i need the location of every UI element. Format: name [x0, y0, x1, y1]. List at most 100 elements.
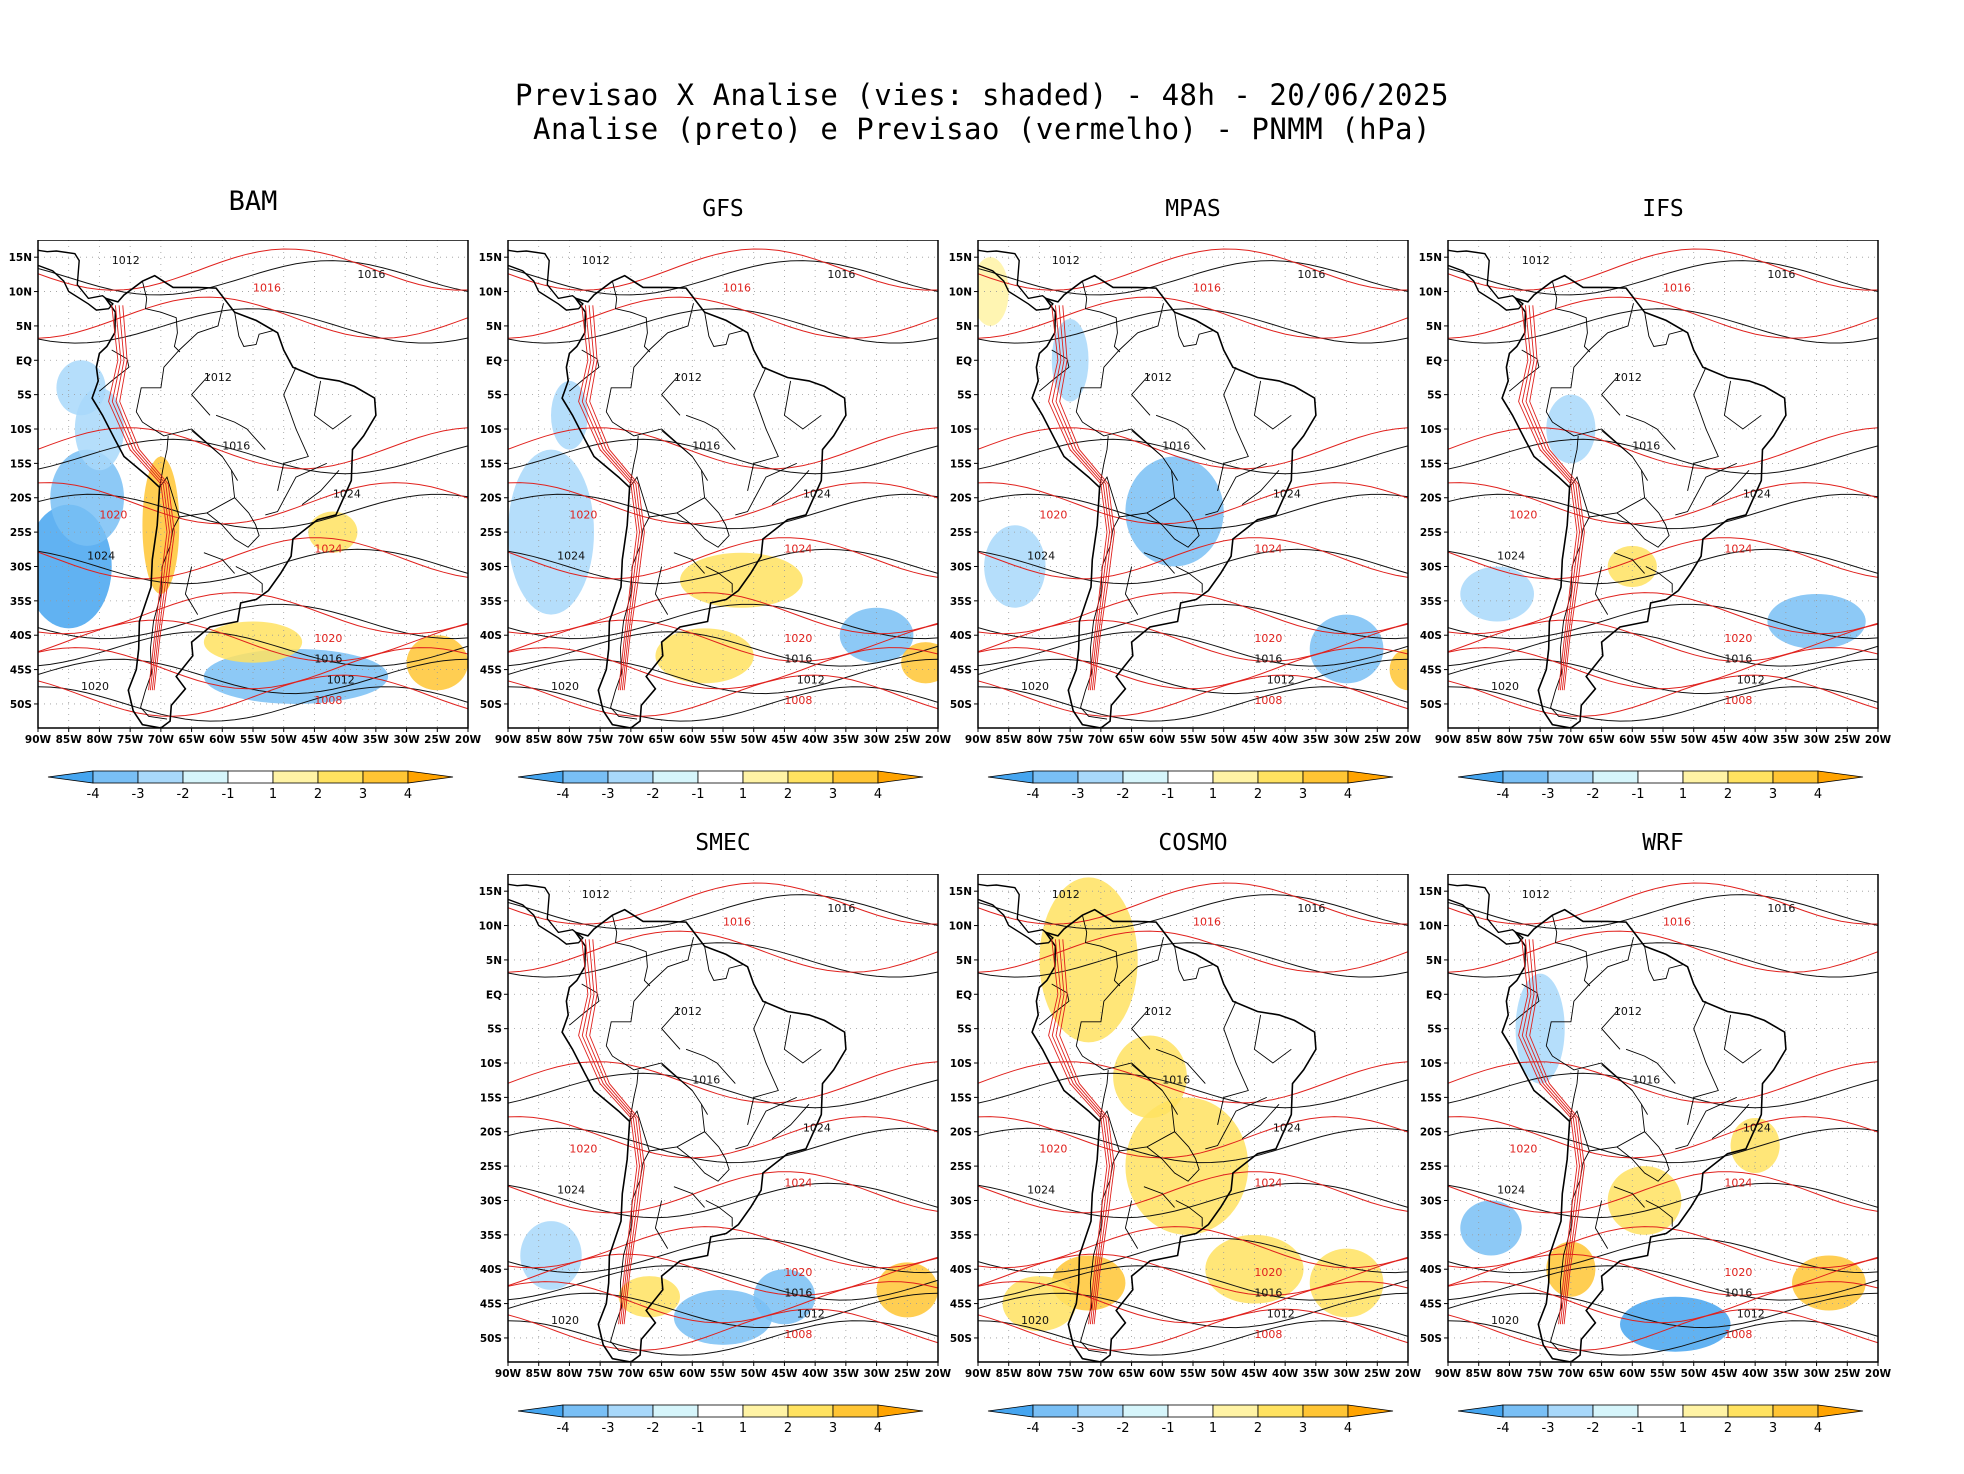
colorbar-segment — [607, 1404, 654, 1418]
lat-label: 20S — [950, 1127, 972, 1139]
isobar-analysis — [1448, 548, 1878, 585]
isobar-forecast — [1448, 674, 1878, 717]
bias-shade — [406, 635, 468, 691]
colorbar: -4 -3 -2 -1 1 2 3 4 — [517, 770, 924, 802]
isobar-analysis — [508, 1320, 938, 1356]
panel-bam: BAM 1012 1016 1016 1016 1020 1024 1024 1020 1016 1… — [8, 186, 488, 816]
country-border — [1723, 380, 1762, 430]
country-border — [1675, 462, 1737, 516]
andes-contour — [1051, 305, 1110, 691]
lat-label: 20S — [1420, 493, 1442, 505]
country-border — [747, 367, 779, 491]
lat-label: 25S — [480, 1161, 502, 1173]
colorbar-label: 2 — [784, 787, 792, 802]
lon-label: 60W — [209, 734, 236, 746]
lat-label: 50S — [10, 699, 32, 711]
lat-label: 10N — [479, 921, 502, 933]
contour-label: 1016 — [784, 1287, 812, 1300]
contour-label: 1012 — [1614, 371, 1642, 384]
contour-label: 1016 — [1254, 653, 1282, 666]
andes-contour — [585, 939, 643, 1325]
colorbar-label: -1 — [692, 787, 705, 802]
lat-label: 40S — [480, 630, 502, 642]
isobar-forecast — [978, 1281, 1408, 1324]
lat-label: 45S — [480, 665, 502, 677]
country-border — [1600, 373, 1621, 416]
colorbar-label: 4 — [1344, 787, 1352, 802]
isobar-analysis — [1448, 1072, 1878, 1109]
andes-contour — [585, 305, 643, 691]
lat-label: 15N — [1419, 252, 1442, 264]
country-border — [661, 1064, 693, 1091]
contour-label: 1024 — [557, 1184, 585, 1197]
isobar-forecast — [978, 1253, 1408, 1296]
lon-label: 70W — [1558, 1368, 1585, 1380]
colorbar-segment — [697, 1404, 744, 1418]
country-border — [1711, 470, 1750, 505]
isobar-analysis — [38, 548, 468, 585]
lon-label: 45W — [1241, 734, 1268, 746]
country-border — [1155, 1048, 1206, 1084]
lat-label: 10N — [479, 287, 502, 299]
lon-label: 20W — [925, 734, 952, 746]
contour-label: 1008 — [1724, 694, 1752, 707]
country-border — [1146, 497, 1200, 548]
lat-label: 45S — [10, 665, 32, 677]
country-border — [654, 566, 669, 615]
lat-label: 50S — [1420, 1333, 1442, 1345]
isobar-forecast — [1448, 296, 1878, 339]
country-border — [1569, 435, 1579, 488]
lat-label: 50S — [1420, 699, 1442, 711]
lon-label: 50W — [1681, 734, 1708, 746]
country-border — [1157, 303, 1164, 327]
lon-label: 20W — [1865, 734, 1892, 746]
contour-label: 1016 — [1193, 916, 1221, 929]
lon-label: 30W — [393, 734, 420, 746]
contour-label: 1016 — [1632, 1074, 1660, 1087]
coastline — [1501, 908, 1787, 1362]
isobar-forecast — [508, 296, 938, 339]
isobar-analysis — [978, 438, 1408, 475]
lat-label: 15N — [479, 886, 502, 898]
colorbar-segment — [1772, 770, 1819, 784]
colorbar-segment — [787, 770, 834, 784]
contour-label: 1024 — [1743, 1122, 1771, 1135]
colorbar-label: -1 — [1632, 787, 1645, 802]
lat-label: 5N — [1426, 955, 1442, 967]
coastline — [1031, 274, 1317, 728]
lat-label: 10S — [1420, 1058, 1442, 1070]
colorbar-segment — [1772, 1404, 1819, 1418]
country-border — [1171, 470, 1178, 481]
contour-label: 1024 — [784, 543, 812, 556]
colorbar-label: 3 — [829, 1421, 837, 1436]
country-border — [277, 367, 309, 491]
isobar-forecast — [508, 248, 938, 291]
contour-label: 1016 — [723, 282, 751, 295]
andes-contour — [1525, 305, 1583, 691]
country-border — [654, 1200, 669, 1249]
contour-label: 1012 — [1614, 1005, 1642, 1018]
isobar-analysis — [508, 686, 938, 722]
lat-label: 20S — [10, 493, 32, 505]
isobar-analysis — [978, 894, 1408, 930]
lon-label: 80W — [86, 734, 113, 746]
country-border — [1146, 1131, 1200, 1182]
andes-contour — [111, 305, 170, 691]
contour-label: 1024 — [784, 1177, 812, 1190]
country-border — [1174, 312, 1213, 347]
lat-label: 35S — [10, 596, 32, 608]
lon-label: 55W — [1180, 734, 1207, 746]
contour-label: 1016 — [1162, 440, 1190, 453]
isobar-forecast — [1448, 647, 1878, 690]
lon-label: 90W — [965, 734, 992, 746]
lon-label: 30W — [863, 1368, 890, 1380]
country-border — [1205, 462, 1267, 516]
contour-label: 1020 — [1724, 1266, 1752, 1279]
andes-contour — [1518, 939, 1578, 1325]
country-border — [1241, 470, 1280, 505]
country-border — [1253, 1014, 1292, 1064]
isobar-forecast — [1448, 537, 1878, 580]
lat-label: EQ — [956, 355, 972, 367]
lon-label: 20W — [455, 734, 482, 746]
country-border — [605, 959, 706, 1152]
